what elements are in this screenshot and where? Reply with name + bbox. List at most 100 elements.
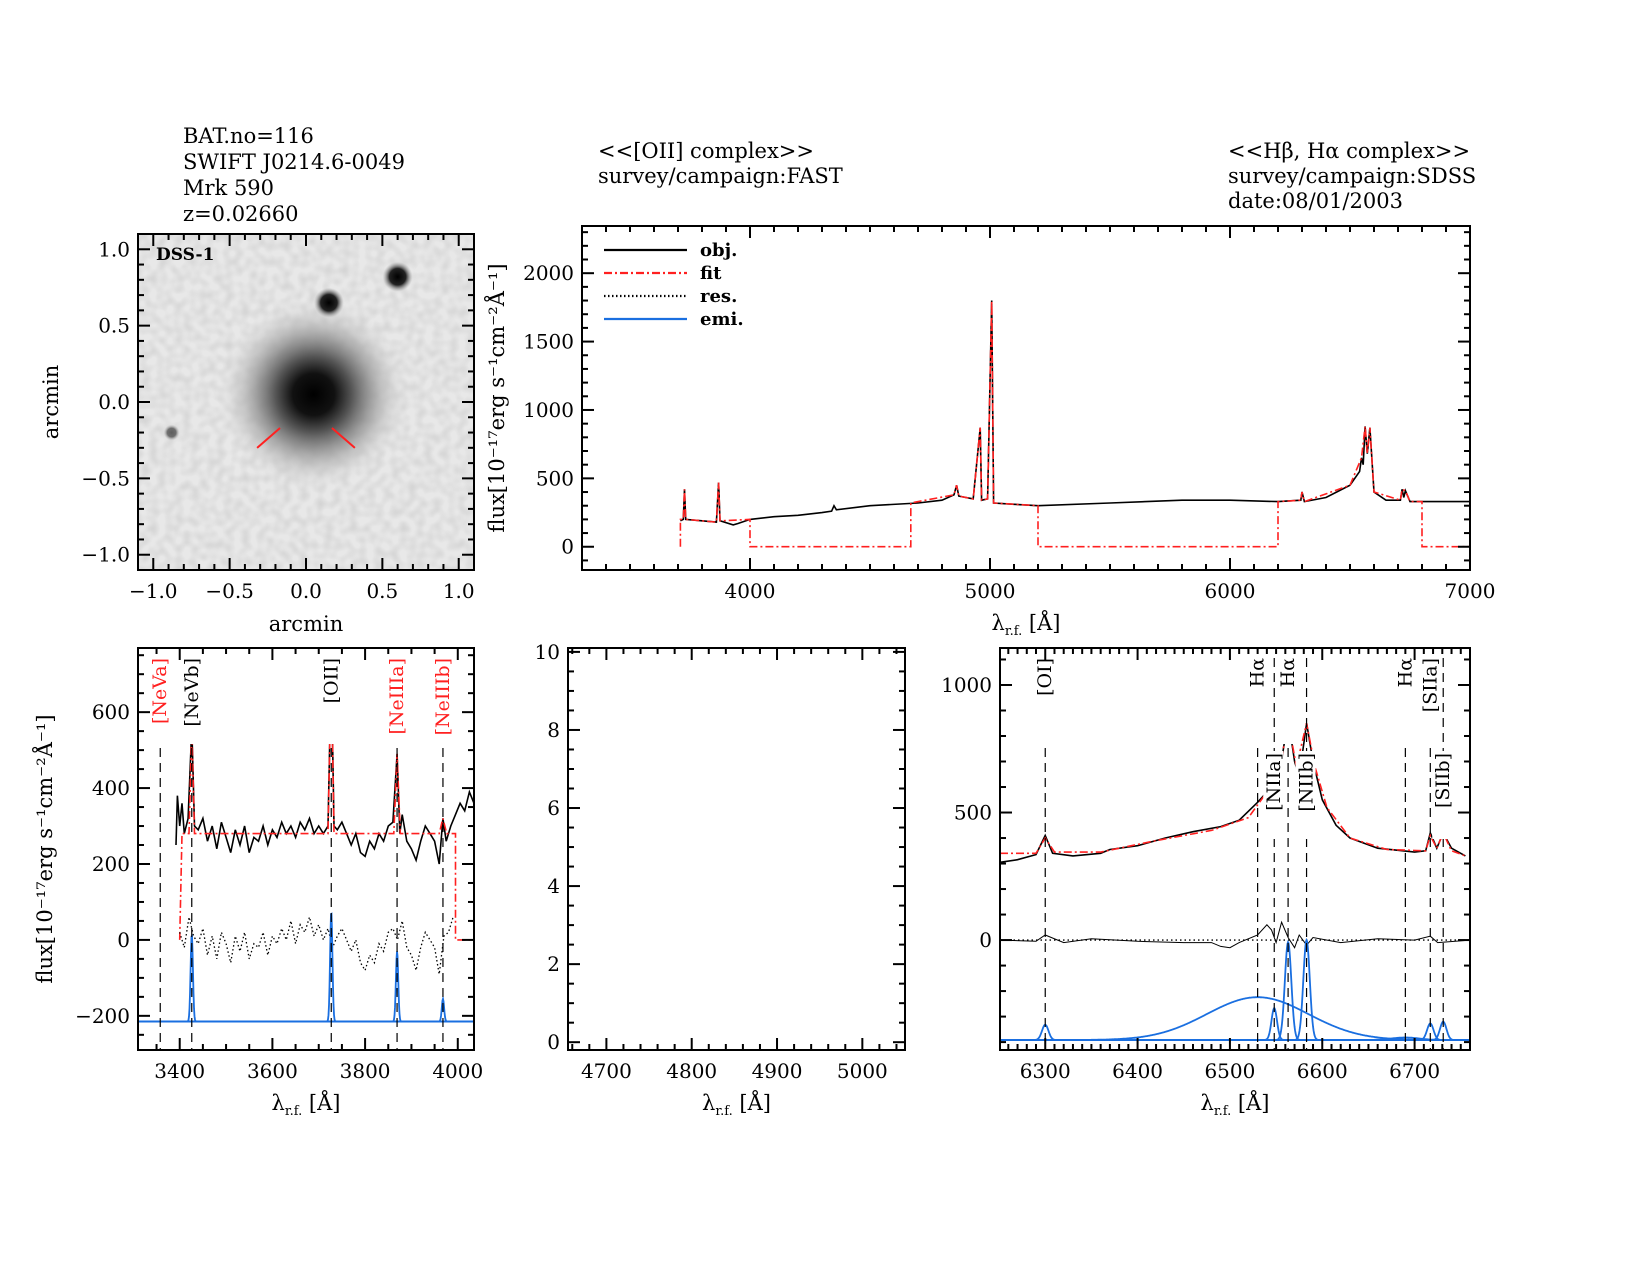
y-tick-label: 0.0 <box>98 390 130 414</box>
x-tick-label: 6000 <box>1205 579 1256 603</box>
x-tick-label: 7000 <box>1445 579 1496 603</box>
y-tick-label: 200 <box>92 852 130 876</box>
x-axis-label-sub: r.f. <box>715 1104 732 1119</box>
y-tick-label: 10 <box>535 640 560 664</box>
y-tick-label: 2 <box>547 952 560 976</box>
label-bg <box>1394 656 1415 744</box>
plot-area <box>679 300 1470 548</box>
y-tick-label: −1.0 <box>81 543 130 567</box>
hbeta-complex-panel: 4700 4800 4900 5000 0 2 4 6 8 10 λr.f. [Å] <box>535 640 906 1119</box>
x-axis-label-unit: [Å] <box>1022 610 1060 635</box>
label-bg <box>1246 656 1267 744</box>
y-tick-label: 0 <box>117 928 130 952</box>
y-tick-label: −200 <box>75 1004 130 1028</box>
x-tick-label: 4800 <box>666 1059 717 1083</box>
x-axis-label-symbol: λ <box>1201 1091 1214 1115</box>
x-axis-label-symbol: λ <box>272 1091 285 1115</box>
oii-survey: survey/campaign:FAST <box>598 164 843 188</box>
x-tick-label: 4000 <box>432 1059 483 1083</box>
y-tick-label: 0 <box>979 928 992 952</box>
x-axis-label-symbol: λ <box>702 1091 715 1115</box>
emission-line-6563 <box>1000 939 1470 1041</box>
redshift: z=0.02660 <box>183 202 299 226</box>
axes: 6300 6400 6500 6600 6700 0 500 1000 λr.f. [Å] <box>941 647 1471 1119</box>
panels: DSS-1 −1.0 −0.5 0.0 0.5 1.0 −1.0 −0.5 0.0 0.5 1.0 a… <box>32 225 1496 1119</box>
label-bg <box>180 656 201 744</box>
oii-title: <<[OII] complex>> survey/campaign:FAST <box>598 139 843 188</box>
x-axis-label-unit: [Å] <box>733 1090 771 1115</box>
plot-area: [OI] Hα[NIIa]Hα[NIIb]Hα [SIIa][SIIb] <box>1000 656 1470 1050</box>
y-tick-label: 6 <box>547 796 560 820</box>
legend-item: fit <box>604 263 722 284</box>
line-markers: [NeVa] [NeVb] [OII] [NeIIIa] [NeIIIb] <box>149 656 454 1050</box>
y-tick-label: −0.5 <box>81 466 130 490</box>
line-label: [NeIIIb] <box>432 658 454 735</box>
x-axis-label: λr.f. [Å] <box>702 1090 771 1119</box>
ha-title: <<Hβ, Hα complex>> survey/campaign:SDSS … <box>1228 139 1476 213</box>
x-axis-label: λr.f. [Å] <box>992 610 1061 639</box>
plot-frame <box>137 647 475 1051</box>
plot-frame <box>137 233 475 571</box>
halpha-complex-panel: [OI] Hα[NIIa]Hα[NIIb]Hα [SIIa][SIIb]6300 64… <box>941 647 1471 1119</box>
x-axis-label: arcmin <box>269 612 343 636</box>
star-source <box>313 287 344 318</box>
series-fit <box>679 300 1470 548</box>
line-label: [NIIb] <box>1296 753 1318 812</box>
line-label: Hα <box>1277 658 1299 688</box>
label-bg <box>1034 656 1055 744</box>
full-spectrum-panel: 4000 5000 6000 7000 0 500 1000 1500 2000 λr.f. [Å… <box>484 225 1496 639</box>
line-label: [NeVb] <box>181 658 203 727</box>
x-tick-label: 6300 <box>1020 1059 1071 1083</box>
legend-label: res. <box>700 286 737 307</box>
faint-source <box>163 424 180 441</box>
label-bg <box>1432 751 1453 839</box>
y-axis-label: flux[10⁻¹⁷erg s⁻¹cm⁻²Å⁻¹] <box>484 263 509 532</box>
y-tick-label: 500 <box>954 801 992 825</box>
label-bg <box>149 656 170 744</box>
x-tick-label: 6700 <box>1389 1059 1440 1083</box>
x-tick-label: 4900 <box>752 1059 803 1083</box>
y-tick-label: 2000 <box>523 261 574 285</box>
oii-complex-title: <<[OII] complex>> <box>598 139 814 163</box>
axes: 3400 3600 3800 4000 −200 0 200 400 600 λr.f. [Å] <box>75 647 483 1119</box>
emission-components <box>1000 937 1470 1041</box>
legend-label: obj. <box>700 240 737 261</box>
y-tick-label: 1000 <box>941 673 992 697</box>
x-tick-label: 4700 <box>581 1059 632 1083</box>
line-label: [NIIa] <box>1263 753 1285 811</box>
emission-line-3968 <box>138 995 474 1023</box>
y-tick-label: 1500 <box>523 330 574 354</box>
y-tick-label: 600 <box>92 700 130 724</box>
x-axis-label-symbol: λ <box>992 611 1005 635</box>
label-bg <box>320 656 341 744</box>
x-tick-label: 5000 <box>965 579 1016 603</box>
line-label: [SIIb] <box>1432 753 1454 808</box>
plot-area: [NeVa] [NeVb] [OII] [NeIIIa] [NeIIIb] <box>138 656 474 1050</box>
x-axis-label: λr.f. [Å] <box>1201 1090 1270 1119</box>
x-tick-label: 6400 <box>1112 1059 1163 1083</box>
x-axis-label-sub: r.f. <box>1214 1104 1231 1119</box>
ha-date: date:08/01/2003 <box>1228 189 1403 213</box>
x-tick-label: 3600 <box>247 1059 298 1083</box>
y-axis-label: flux[10⁻¹⁷erg s⁻¹cm⁻²Å⁻¹] <box>32 714 57 983</box>
target-marker-right <box>331 427 356 449</box>
emission-line-3426 <box>138 934 474 1023</box>
line-label: [OII] <box>320 658 342 703</box>
y-tick-label: 1000 <box>523 398 574 422</box>
label-bg <box>1419 656 1440 744</box>
emission-components <box>138 912 474 1023</box>
series-fit <box>178 666 474 941</box>
ha-survey: survey/campaign:SDSS <box>1228 164 1476 188</box>
x-tick-label: 6600 <box>1297 1059 1348 1083</box>
plot-frame <box>581 225 1471 571</box>
emission-line-6530 <box>1000 996 1470 1041</box>
dss-label: DSS-1 <box>156 245 214 265</box>
ha-complex-title: <<Hβ, Hα complex>> <box>1228 139 1470 163</box>
x-axis-label-unit: [Å] <box>302 1090 340 1115</box>
label-bg <box>431 656 452 744</box>
emission-line-3869 <box>138 951 474 1023</box>
x-tick-label: 3400 <box>154 1059 205 1083</box>
line-label: Hα <box>1247 658 1269 688</box>
line-label: [NeVa] <box>149 658 171 724</box>
legend-item: res. <box>604 286 737 307</box>
